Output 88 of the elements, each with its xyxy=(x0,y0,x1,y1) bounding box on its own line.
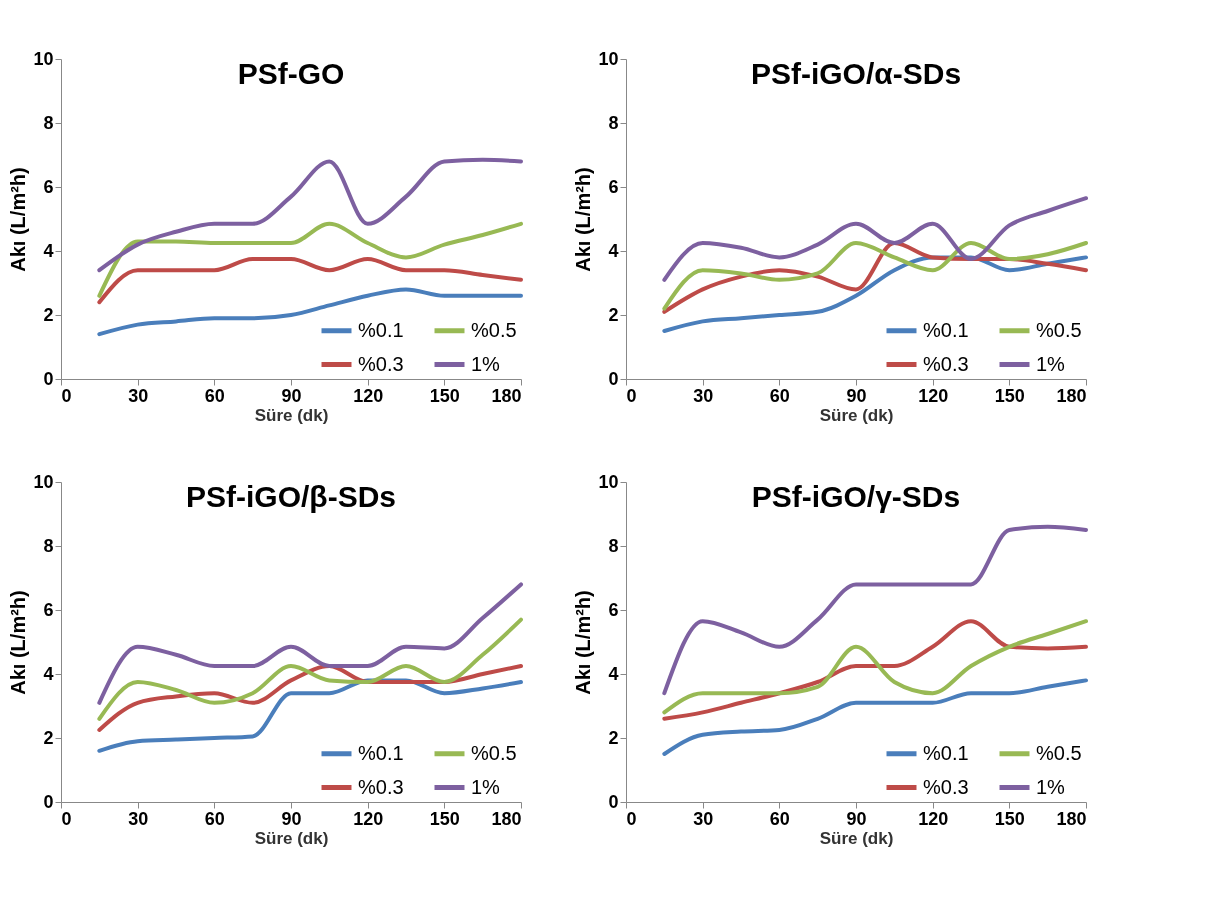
line-series xyxy=(97,582,523,705)
x-tick-label: 60 xyxy=(769,385,790,406)
x-tick-label: 0 xyxy=(61,808,72,829)
x-axis-title: Süre (dk) xyxy=(254,405,329,425)
x-axis-title: Süre (dk) xyxy=(819,405,894,425)
line-series xyxy=(97,221,523,298)
legend-label: 1% xyxy=(471,775,501,798)
legend-label: %0.5 xyxy=(471,741,517,764)
x-axis-title: Süre (dk) xyxy=(819,828,894,848)
x-tick-label: 30 xyxy=(693,385,714,406)
y-tick-label: 8 xyxy=(43,112,54,133)
legend-label: %0.5 xyxy=(1036,741,1082,764)
y-tick-label: 10 xyxy=(33,48,54,69)
y-tick-label: 4 xyxy=(43,663,54,684)
line-series xyxy=(97,617,523,721)
x-tick-label: 180 xyxy=(491,385,522,406)
legend-label: %0.1 xyxy=(358,318,404,341)
y-tick-label: 2 xyxy=(43,727,54,748)
x-tick-label: 150 xyxy=(429,808,460,829)
line-series xyxy=(97,157,523,273)
x-tick-label: 120 xyxy=(918,385,949,406)
x-axis-title: Süre (dk) xyxy=(254,828,329,848)
y-tick-label: 6 xyxy=(43,176,54,197)
chart-title: PSf-GO xyxy=(237,57,345,90)
x-tick-label: 150 xyxy=(994,385,1025,406)
x-tick-label: 90 xyxy=(281,808,302,829)
chart-title: PSf-iGO/β-SDs xyxy=(186,480,396,513)
y-tick-label: 10 xyxy=(598,471,619,492)
y-tick-label: 10 xyxy=(33,471,54,492)
legend-label: %0.5 xyxy=(1036,318,1082,341)
legend-label: %0.1 xyxy=(923,741,969,764)
y-tick-label: 8 xyxy=(608,112,619,133)
x-tick-label: 90 xyxy=(281,385,302,406)
x-tick-label: 90 xyxy=(846,385,867,406)
y-axis-title: Akı (L/m²h) xyxy=(7,590,30,695)
y-tick-label: 0 xyxy=(43,368,54,389)
legend-label: %0.3 xyxy=(923,352,969,375)
y-tick-label: 0 xyxy=(43,791,54,812)
y-tick-label: 8 xyxy=(608,535,619,556)
legend-label: %0.3 xyxy=(923,775,969,798)
line-series xyxy=(97,287,523,337)
x-tick-label: 60 xyxy=(769,808,790,829)
y-tick-label: 6 xyxy=(43,599,54,620)
x-tick-label: 150 xyxy=(429,385,460,406)
legend-label: 1% xyxy=(1036,352,1066,375)
y-tick-label: 10 xyxy=(598,48,619,69)
x-tick-label: 120 xyxy=(353,808,384,829)
y-tick-label: 0 xyxy=(608,368,619,389)
y-tick-label: 0 xyxy=(608,791,619,812)
legend-label: %0.5 xyxy=(471,318,517,341)
x-tick-label: 120 xyxy=(353,385,384,406)
x-tick-label: 150 xyxy=(994,808,1025,829)
x-tick-label: 30 xyxy=(128,385,149,406)
legend-label: 1% xyxy=(471,352,501,375)
chart-title: PSf-iGO/α-SDs xyxy=(750,57,962,90)
x-tick-label: 0 xyxy=(626,385,637,406)
legend-label: %0.1 xyxy=(923,318,969,341)
line-series xyxy=(662,524,1088,696)
x-tick-label: 0 xyxy=(61,385,72,406)
x-tick-label: 90 xyxy=(846,808,867,829)
y-axis-title: Akı (L/m²h) xyxy=(7,167,30,272)
x-tick-label: 180 xyxy=(1056,808,1087,829)
y-tick-label: 2 xyxy=(43,304,54,325)
x-tick-label: 60 xyxy=(204,385,225,406)
y-tick-label: 8 xyxy=(43,535,54,556)
line-series xyxy=(662,196,1088,282)
y-tick-label: 4 xyxy=(43,240,54,261)
y-tick-label: 4 xyxy=(608,240,619,261)
x-tick-label: 120 xyxy=(918,808,949,829)
x-tick-label: 180 xyxy=(491,808,522,829)
x-tick-label: 180 xyxy=(1056,385,1087,406)
x-tick-label: 0 xyxy=(626,808,637,829)
y-tick-label: 2 xyxy=(608,727,619,748)
chart-title: PSf-iGO/γ-SDs xyxy=(751,480,961,513)
legend-label: %0.3 xyxy=(358,352,404,375)
y-axis-title: Akı (L/m²h) xyxy=(572,167,595,272)
y-axis-title: Akı (L/m²h) xyxy=(572,590,595,695)
x-tick-label: 30 xyxy=(128,808,149,829)
y-tick-label: 4 xyxy=(608,663,619,684)
line-series xyxy=(97,257,523,305)
legend-label: 1% xyxy=(1036,775,1066,798)
y-tick-label: 6 xyxy=(608,599,619,620)
y-tick-label: 6 xyxy=(608,176,619,197)
x-tick-label: 60 xyxy=(204,808,225,829)
legend-label: %0.3 xyxy=(358,775,404,798)
legend-label: %0.1 xyxy=(358,741,404,764)
x-tick-label: 30 xyxy=(693,808,714,829)
y-tick-label: 2 xyxy=(608,304,619,325)
